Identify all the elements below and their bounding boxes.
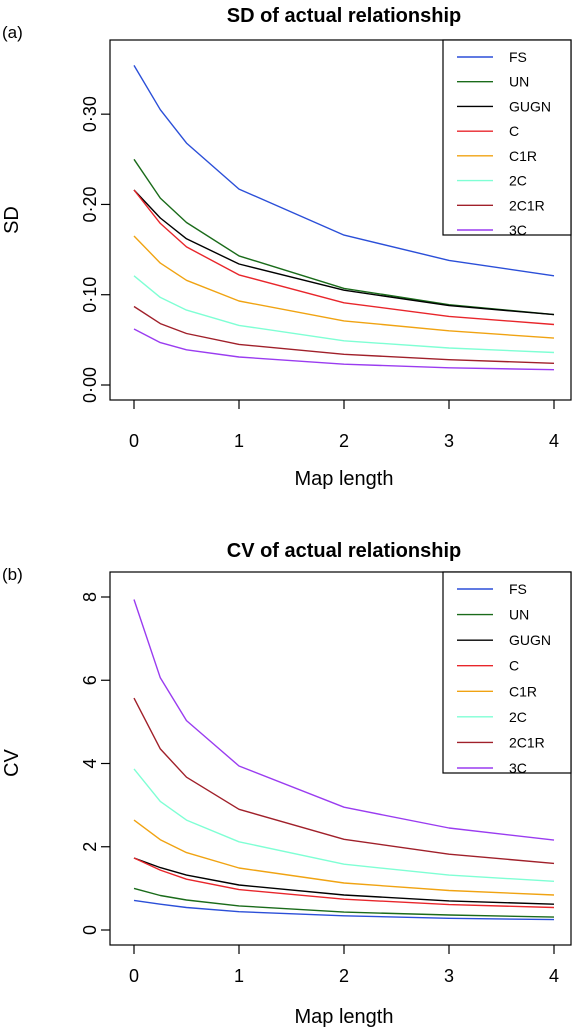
legend-label: C [509, 658, 519, 674]
x-axis-label: Map length [295, 1006, 394, 1028]
legend-item: 2C1R [457, 734, 545, 750]
x-tick-label: 2 [339, 431, 349, 451]
series-line-2c1r [133, 305, 555, 364]
series-line-3c [133, 328, 555, 371]
series-line-2c [133, 768, 555, 882]
y-tick-label: 4 [80, 758, 100, 768]
y-tick-label: 0 [80, 925, 100, 935]
y-tick-label: 8 [80, 592, 100, 602]
series-lines [133, 65, 555, 371]
legend-item: FS [457, 581, 527, 597]
y-tick-label: 0·10 [80, 277, 100, 313]
series-line-un [133, 887, 555, 918]
legend-item: UN [457, 607, 529, 623]
series-line-gugn [133, 189, 555, 316]
legend-item: FS [457, 49, 527, 65]
series-line-c1r [133, 819, 555, 896]
legend-item: C [457, 658, 519, 674]
legend-item: 2C [457, 173, 527, 189]
legend-label: UN [509, 607, 529, 623]
series-line-c1r [133, 235, 555, 339]
legend-label: C1R [509, 683, 537, 699]
legend-item: UN [457, 74, 529, 90]
chart-panel-cv: CV of actual relationship (b) Map length CV… [1, 540, 572, 1028]
series-line-2c [133, 275, 555, 354]
legend-item: C1R [457, 148, 537, 164]
series-lines [133, 599, 555, 921]
legend-label: GUGN [509, 632, 551, 648]
legend-item: 3C [457, 222, 527, 238]
legend-label: C1R [509, 148, 537, 164]
series-line-gugn [133, 857, 555, 905]
y-tick-label: 0·30 [80, 96, 100, 132]
panel-label: (b) [2, 565, 23, 584]
legend-item: GUGN [457, 98, 551, 114]
x-tick-label: 3 [444, 431, 454, 451]
x-axis: 0 1 2 3 4 [129, 945, 559, 986]
legend-label: 2C1R [509, 197, 545, 213]
chart-title: SD of actual relationship [227, 5, 461, 27]
y-axis-label: SD [1, 206, 23, 234]
legend-item: 3C [457, 760, 527, 776]
series-line-c [133, 189, 555, 326]
series-line-2c1r [133, 697, 555, 865]
x-tick-label: 0 [129, 966, 139, 986]
legend-label: 3C [509, 760, 527, 776]
y-tick-label: 0·00 [80, 367, 100, 403]
legend-item: C1R [457, 683, 537, 699]
legend-label: UN [509, 74, 529, 90]
series-line-c [133, 857, 555, 909]
legend-box [442, 39, 572, 236]
x-tick-label: 4 [549, 431, 559, 451]
x-tick-label: 3 [444, 966, 454, 986]
x-tick-label: 4 [549, 966, 559, 986]
legend: FS UN GUGN C C1R 2C 2C1R 3C [442, 571, 572, 776]
x-axis: 0 1 2 3 4 [129, 400, 559, 451]
chart-title: CV of actual relationship [227, 540, 461, 562]
series-line-3c [133, 599, 555, 841]
legend-item: C [457, 123, 519, 139]
legend-item: 2C1R [457, 197, 545, 213]
chart-panel-sd: SD of actual relationship (a) Map length SD… [1, 5, 572, 490]
legend-label: C [509, 123, 519, 139]
series-line-fs [133, 899, 555, 921]
x-tick-label: 1 [234, 431, 244, 451]
series-line-fs [133, 65, 555, 277]
panel-label: (a) [2, 23, 23, 42]
series-line-un [133, 158, 555, 316]
x-tick-label: 0 [129, 431, 139, 451]
legend-label: 3C [509, 222, 527, 238]
legend-label: 2C [509, 173, 527, 189]
x-tick-label: 2 [339, 966, 349, 986]
legend-label: FS [509, 581, 527, 597]
y-axis-label: CV [1, 748, 23, 776]
y-tick-label: 2 [80, 842, 100, 852]
x-axis-label: Map length [295, 468, 394, 490]
legend-box [442, 571, 572, 774]
legend-label: GUGN [509, 98, 551, 114]
legend-label: 2C [509, 709, 527, 725]
legend-label: FS [509, 49, 527, 65]
y-tick-label: 0·20 [80, 186, 100, 222]
y-tick-label: 6 [80, 675, 100, 685]
x-tick-label: 1 [234, 966, 244, 986]
y-axis: 0 2 4 6 8 [80, 592, 110, 935]
legend-item: GUGN [457, 632, 551, 648]
y-axis: 0·00 0·10 0·20 0·30 [80, 96, 110, 403]
legend: FS UN GUGN C C1R 2C 2C1R 3C [442, 39, 572, 238]
legend-label: 2C1R [509, 734, 545, 750]
legend-item: 2C [457, 709, 527, 725]
